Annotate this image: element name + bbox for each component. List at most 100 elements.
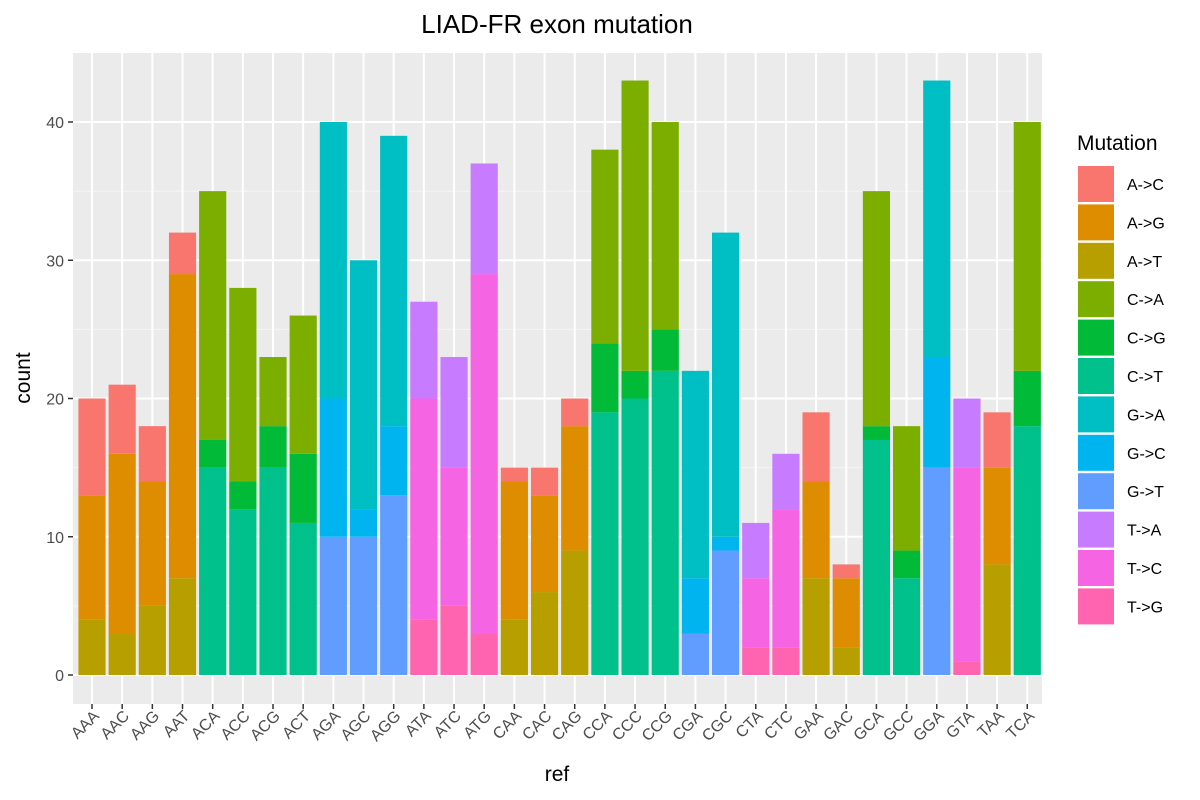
x-tick-label: ACC — [218, 708, 254, 744]
x-tick-label: ATC — [431, 708, 465, 742]
bar-CCA-C->A — [591, 149, 619, 344]
bar-ACT-C->A — [289, 315, 317, 454]
bar-AGA-G->A — [319, 122, 347, 399]
bar-CTA-T->G — [742, 647, 770, 675]
bar-CAG-A->T — [561, 550, 589, 675]
bar-GAC-A->C — [832, 564, 860, 579]
bar-ATC-T->A — [440, 357, 468, 468]
bar-GTA-T->A — [953, 398, 981, 468]
bar-AAC-A->C — [108, 384, 136, 454]
y-tick-label: 0 — [55, 668, 64, 685]
bar-ACG-C->G — [259, 426, 287, 468]
bar-CAG-A->G — [561, 426, 589, 551]
bar-CGA-G->C — [681, 578, 709, 634]
x-tick-label: CCC — [609, 708, 646, 745]
bar-CCA-C->G — [591, 343, 619, 413]
bar-CCC-C->T — [621, 398, 649, 675]
bar-ACA-C->T — [199, 467, 227, 675]
bar-AAC-A->G — [108, 453, 136, 634]
legend-label: C->A — [1127, 292, 1164, 309]
bar-CCA-C->T — [591, 412, 619, 675]
x-tick-label: CTC — [761, 708, 796, 743]
bar-CTC-T->C — [772, 509, 800, 648]
x-tick-label: AAT — [160, 708, 193, 741]
legend-label: G->T — [1127, 484, 1164, 501]
x-tick-label: GAA — [791, 708, 827, 744]
y-tick-label: 40 — [46, 115, 64, 132]
bar-TCA-C->T — [1013, 426, 1041, 675]
bar-GGA-G->A — [923, 80, 951, 358]
bar-CCC-C->A — [621, 80, 649, 371]
legend-label: A->C — [1127, 177, 1164, 194]
bar-ACA-C->A — [199, 191, 227, 440]
legend-swatch-A->T — [1078, 242, 1114, 279]
bar-TAA-A->G — [983, 467, 1011, 565]
x-axis: AAAAACAAGAATACAACCACGACTAGAAGCAGGATAATCA… — [68, 704, 1038, 745]
bar-CAA-A->T — [500, 619, 528, 675]
x-tick-label: AAA — [68, 708, 103, 743]
x-tick-label: CCA — [580, 708, 616, 744]
bar-AAA-A->C — [78, 398, 106, 496]
x-tick-label: CGC — [699, 708, 736, 745]
bar-AGC-G->T — [349, 536, 378, 675]
x-tick-label: GGA — [910, 708, 947, 745]
bar-ACG-C->T — [259, 467, 287, 675]
x-tick-label: AGG — [367, 708, 404, 745]
legend-label: T->A — [1127, 523, 1162, 540]
legend-swatch-G->T — [1078, 473, 1114, 510]
bar-AGC-G->C — [349, 509, 378, 537]
x-tick-label: CGA — [670, 708, 707, 745]
bar-CAA-A->C — [500, 467, 528, 482]
bar-ATG-T->A — [470, 163, 498, 275]
bar-AGA-G->T — [319, 536, 347, 675]
bar-AAT-A->C — [168, 232, 197, 275]
bar-ATG-T->C — [470, 274, 498, 634]
legend-swatch-T->C — [1078, 550, 1114, 586]
bar-AAA-A->G — [78, 495, 106, 620]
bar-GCC-C->G — [893, 550, 921, 579]
legend-label: T->C — [1127, 561, 1162, 578]
bar-AAT-A->T — [168, 578, 197, 675]
x-tick-label: CTA — [733, 708, 767, 742]
bar-ATA-T->A — [410, 301, 438, 399]
bar-CAA-A->G — [500, 481, 528, 620]
bar-ACA-C->G — [199, 439, 227, 468]
x-tick-label: AGA — [308, 708, 344, 744]
bar-ACC-C->G — [229, 481, 257, 510]
bar-CTC-T->G — [772, 647, 800, 675]
bar-ACC-C->T — [229, 509, 257, 675]
bar-GAA-A->G — [802, 481, 830, 579]
bar-CAG-A->C — [561, 398, 589, 427]
x-tick-label: ATG — [461, 708, 495, 742]
bar-CGC-G->C — [711, 536, 740, 551]
bar-ATG-T->G — [470, 633, 498, 675]
x-tick-label: TAA — [975, 708, 1008, 741]
y-tick-label: 30 — [46, 253, 64, 270]
bar-GGA-G->T — [923, 467, 951, 675]
bar-AGG-G->C — [380, 426, 408, 496]
legend-swatch-A->G — [1078, 204, 1114, 241]
legend-label: T->G — [1127, 599, 1163, 616]
bar-CTC-T->A — [772, 453, 800, 510]
legend-title: Mutation — [1077, 132, 1158, 155]
bar-GTA-T->G — [953, 661, 981, 675]
legend-swatch-C->A — [1078, 281, 1114, 318]
x-tick-label: GAC — [821, 708, 858, 745]
legend-swatch-A->C — [1078, 166, 1114, 202]
bar-CTA-T->C — [742, 578, 770, 648]
x-tick-label: CAC — [519, 708, 555, 744]
legend-swatch-T->A — [1078, 511, 1114, 548]
bar-GCA-C->G — [862, 426, 890, 440]
bar-GTA-T->C — [953, 467, 981, 662]
bar-ACG-C->A — [259, 357, 287, 427]
x-tick-label: ACG — [247, 708, 284, 745]
x-tick-label: ACA — [188, 708, 224, 744]
legend-swatch-C->T — [1078, 358, 1114, 394]
bar-CGC-G->T — [711, 550, 740, 675]
bar-AAG-A->G — [138, 481, 166, 606]
y-axis: 0 10 20 30 40 — [46, 115, 73, 685]
bar-CAC-A->G — [530, 495, 559, 593]
legend-label: A->T — [1127, 254, 1162, 271]
legend-label: C->T — [1127, 369, 1163, 386]
